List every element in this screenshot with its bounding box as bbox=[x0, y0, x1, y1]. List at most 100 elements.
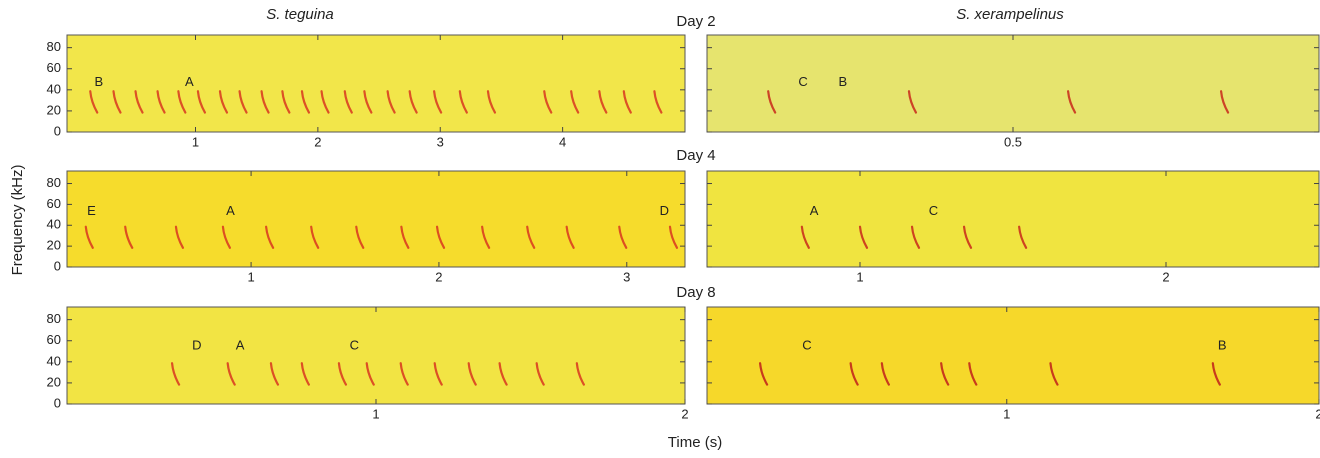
syllable bbox=[575, 362, 585, 386]
syllable bbox=[1211, 362, 1221, 386]
syllable bbox=[458, 90, 468, 114]
y-axis-label: Frequency (kHz) bbox=[9, 165, 26, 276]
row-title: Day 2 bbox=[676, 13, 715, 30]
syllable bbox=[260, 90, 270, 114]
syllable bbox=[800, 225, 810, 249]
y-tick-label: 60 bbox=[47, 60, 61, 75]
syllable bbox=[196, 90, 207, 114]
syllable bbox=[940, 362, 950, 386]
x-tick-label: 1 bbox=[1003, 406, 1010, 421]
syllable bbox=[668, 225, 679, 249]
syllable bbox=[622, 90, 632, 114]
syllable bbox=[177, 90, 187, 114]
syllable bbox=[767, 90, 777, 114]
y-tick-label: 20 bbox=[47, 238, 61, 253]
syllable bbox=[498, 362, 508, 386]
row-title: Day 8 bbox=[676, 284, 715, 301]
annotation: B bbox=[839, 74, 848, 89]
syllable bbox=[435, 225, 446, 249]
syllable bbox=[910, 225, 921, 249]
syllable bbox=[907, 90, 918, 114]
syllable bbox=[269, 362, 280, 386]
y-tick-label: 40 bbox=[47, 217, 61, 232]
row-title: Day 4 bbox=[676, 147, 715, 164]
syllable bbox=[218, 90, 229, 114]
syllable bbox=[1049, 362, 1059, 386]
y-tick-label: 0 bbox=[54, 395, 61, 410]
syllable bbox=[281, 90, 291, 114]
syllable bbox=[84, 225, 94, 249]
x-tick-label: 1 bbox=[247, 269, 254, 284]
y-tick-label: 60 bbox=[47, 196, 61, 211]
x-tick-label: 4 bbox=[559, 134, 566, 149]
column-title: S. xerampelinus bbox=[956, 6, 1064, 23]
syllable bbox=[618, 225, 628, 249]
spectrogram-panel bbox=[66, 34, 686, 133]
syllable bbox=[134, 90, 144, 114]
y-tick-label: 20 bbox=[47, 374, 61, 389]
syllable bbox=[543, 90, 553, 114]
syllable bbox=[1018, 225, 1028, 249]
syllable bbox=[758, 362, 769, 386]
annotation: C bbox=[798, 74, 807, 89]
x-tick-label: 3 bbox=[437, 134, 444, 149]
annotation: D bbox=[660, 203, 669, 218]
x-tick-label: 2 bbox=[314, 134, 321, 149]
x-tick-label: 2 bbox=[1162, 269, 1169, 284]
annotation: D bbox=[192, 337, 201, 352]
y-tick-label: 60 bbox=[47, 332, 61, 347]
syllable bbox=[653, 90, 663, 114]
x-tick-label: 1 bbox=[192, 134, 199, 149]
syllable bbox=[89, 90, 99, 114]
syllable bbox=[355, 225, 365, 249]
y-tick-label: 80 bbox=[47, 311, 61, 326]
syllable bbox=[300, 362, 310, 386]
syllable bbox=[481, 225, 491, 249]
syllable bbox=[565, 225, 575, 249]
syllable bbox=[880, 362, 890, 386]
syllable bbox=[170, 362, 181, 386]
syllable bbox=[221, 225, 232, 249]
y-tick-label: 0 bbox=[54, 258, 61, 273]
x-tick-label: 0.5 bbox=[1004, 134, 1022, 149]
syllable bbox=[408, 90, 418, 114]
spectrogram-panel bbox=[66, 306, 686, 405]
syllable bbox=[433, 362, 443, 386]
syllable bbox=[1066, 90, 1077, 114]
annotation: E bbox=[87, 203, 96, 218]
y-tick-label: 40 bbox=[47, 81, 61, 96]
syllable bbox=[310, 225, 320, 249]
syllable bbox=[849, 362, 859, 386]
syllable bbox=[363, 90, 373, 114]
annotation: A bbox=[185, 74, 194, 89]
syllable bbox=[1219, 90, 1230, 114]
syllable bbox=[858, 225, 869, 249]
annotation: B bbox=[1218, 337, 1227, 352]
x-tick-label: 2 bbox=[1315, 406, 1320, 421]
y-tick-label: 80 bbox=[47, 175, 61, 190]
syllable bbox=[112, 90, 122, 114]
x-axis-label: Time (s) bbox=[668, 434, 722, 451]
spectrogram-panel bbox=[706, 170, 1320, 268]
syllable bbox=[265, 225, 275, 249]
spectrogram-panel bbox=[706, 34, 1320, 133]
spectrogram-panel bbox=[66, 170, 686, 268]
syllable bbox=[365, 362, 375, 386]
y-tick-label: 20 bbox=[47, 102, 61, 117]
syllable bbox=[570, 90, 580, 114]
x-tick-label: 1 bbox=[856, 269, 863, 284]
syllable bbox=[962, 225, 973, 249]
syllable bbox=[320, 90, 330, 114]
syllable bbox=[399, 362, 409, 386]
x-tick-label: 3 bbox=[623, 269, 630, 284]
syllable bbox=[238, 90, 248, 114]
syllable bbox=[526, 225, 536, 249]
syllable bbox=[968, 362, 978, 386]
annotation: C bbox=[929, 203, 938, 218]
syllable bbox=[535, 362, 545, 386]
column-title: S. teguina bbox=[266, 6, 334, 23]
syllable bbox=[386, 90, 396, 114]
syllable bbox=[156, 90, 166, 114]
y-tick-label: 40 bbox=[47, 353, 61, 368]
